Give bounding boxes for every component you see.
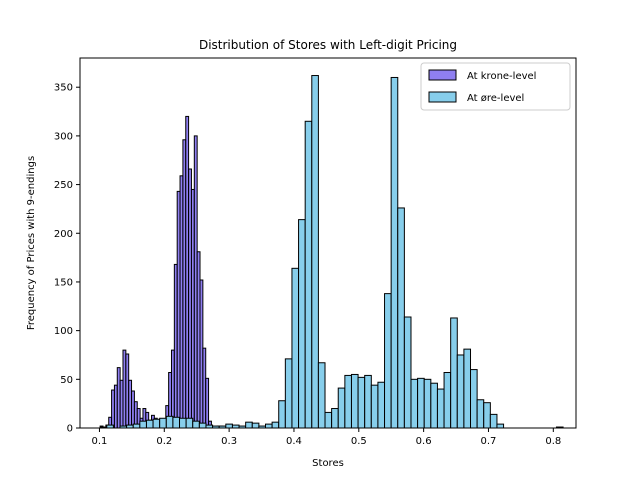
histogram-bar bbox=[245, 421, 253, 429]
series-ore-level bbox=[99, 75, 564, 429]
histogram-bar bbox=[430, 382, 438, 429]
histogram-bar bbox=[291, 267, 300, 429]
histogram-bar bbox=[450, 317, 458, 429]
histogram-bar bbox=[357, 376, 366, 429]
histogram-bar bbox=[364, 374, 372, 429]
histogram-bar bbox=[470, 369, 478, 429]
histogram-bar bbox=[384, 293, 392, 429]
histogram-bar bbox=[172, 416, 181, 429]
histogram-bar bbox=[159, 417, 167, 429]
histogram-bar bbox=[265, 423, 273, 429]
bars-layer bbox=[99, 75, 564, 429]
legend-swatch-ore-level bbox=[428, 91, 457, 103]
histogram-bar bbox=[377, 381, 386, 429]
y-tick-label: 150 bbox=[54, 277, 73, 288]
x-axis-label: Stores bbox=[312, 458, 344, 469]
histogram-bar bbox=[436, 388, 445, 429]
x-tick-label: 0.6 bbox=[416, 436, 432, 447]
x-tick-label: 0.3 bbox=[221, 436, 237, 447]
histogram-bar bbox=[205, 377, 210, 429]
y-tick-label: 300 bbox=[54, 131, 73, 142]
legend-box bbox=[420, 62, 571, 111]
histogram-bar bbox=[489, 413, 498, 429]
x-tick-label: 0.2 bbox=[156, 436, 172, 447]
histogram-bar bbox=[278, 400, 286, 429]
histogram-bar bbox=[417, 377, 425, 429]
plot-frame bbox=[79, 57, 577, 429]
y-tick-label: 200 bbox=[54, 229, 73, 240]
x-tick-label: 0.1 bbox=[91, 436, 107, 447]
histogram-bar bbox=[317, 362, 326, 429]
x-tick-label: 0.8 bbox=[545, 436, 561, 447]
chart-title: Distribution of Stores with Left-digit P… bbox=[199, 38, 457, 52]
legend-label-ore-level: At øre-level bbox=[467, 93, 524, 104]
histogram-bar bbox=[179, 417, 187, 429]
histogram-bar bbox=[165, 415, 174, 429]
histogram-bar bbox=[423, 378, 432, 429]
histogram-bar bbox=[496, 423, 505, 429]
histogram-bar bbox=[284, 358, 293, 429]
histogram-bar bbox=[198, 422, 207, 429]
y-tick-label: 0 bbox=[67, 424, 73, 435]
y-axis-label: Frequency of Prices with 9-endings bbox=[26, 156, 37, 330]
histogram-bar bbox=[456, 354, 465, 429]
series-krone-level bbox=[99, 115, 232, 429]
histogram-bar bbox=[132, 423, 141, 429]
histogram-bar bbox=[410, 378, 419, 429]
histogram-bar bbox=[251, 422, 260, 429]
histogram-bar bbox=[390, 76, 399, 429]
histogram-bar bbox=[185, 417, 194, 429]
histogram-bar bbox=[298, 219, 306, 429]
histogram-bar bbox=[337, 387, 346, 429]
histogram-bar bbox=[443, 372, 452, 429]
y-axis: 0 50 100 150 200 250 300 350 bbox=[54, 83, 80, 435]
legend-swatch-krone-level bbox=[428, 69, 457, 81]
legend: At krone-level At øre-level bbox=[420, 62, 571, 111]
y-tick-label: 350 bbox=[54, 83, 73, 94]
histogram-bar bbox=[145, 419, 154, 429]
x-tick-label: 0.5 bbox=[351, 436, 367, 447]
histogram-bar bbox=[192, 420, 200, 429]
histogram-bar bbox=[324, 411, 333, 429]
histogram-bar bbox=[311, 75, 319, 429]
histogram-bar bbox=[331, 408, 339, 429]
histogram-bar bbox=[370, 384, 379, 429]
histogram-bar bbox=[483, 402, 491, 429]
histogram-bar bbox=[152, 418, 161, 429]
x-tick-label: 0.7 bbox=[481, 436, 497, 447]
histogram-bar bbox=[403, 316, 412, 429]
legend-label-krone-level: At krone-level bbox=[467, 71, 536, 82]
histogram-bar bbox=[225, 423, 233, 429]
x-tick-label: 0.4 bbox=[286, 436, 302, 447]
histogram-bar bbox=[476, 399, 485, 429]
histogram-bar bbox=[271, 421, 280, 429]
y-tick-label: 250 bbox=[54, 180, 73, 191]
histogram-bar bbox=[304, 120, 313, 429]
histogram-bar bbox=[350, 373, 359, 429]
histogram-bar bbox=[344, 374, 352, 429]
histogram-bar bbox=[463, 348, 472, 429]
x-axis: 0.1 0.2 0.3 0.4 0.5 0.6 0.7 0.8 bbox=[91, 428, 561, 447]
y-tick-label: 100 bbox=[54, 326, 73, 337]
histogram-bar bbox=[397, 207, 405, 429]
y-tick-label: 50 bbox=[60, 375, 73, 386]
histogram-bar bbox=[139, 420, 147, 429]
